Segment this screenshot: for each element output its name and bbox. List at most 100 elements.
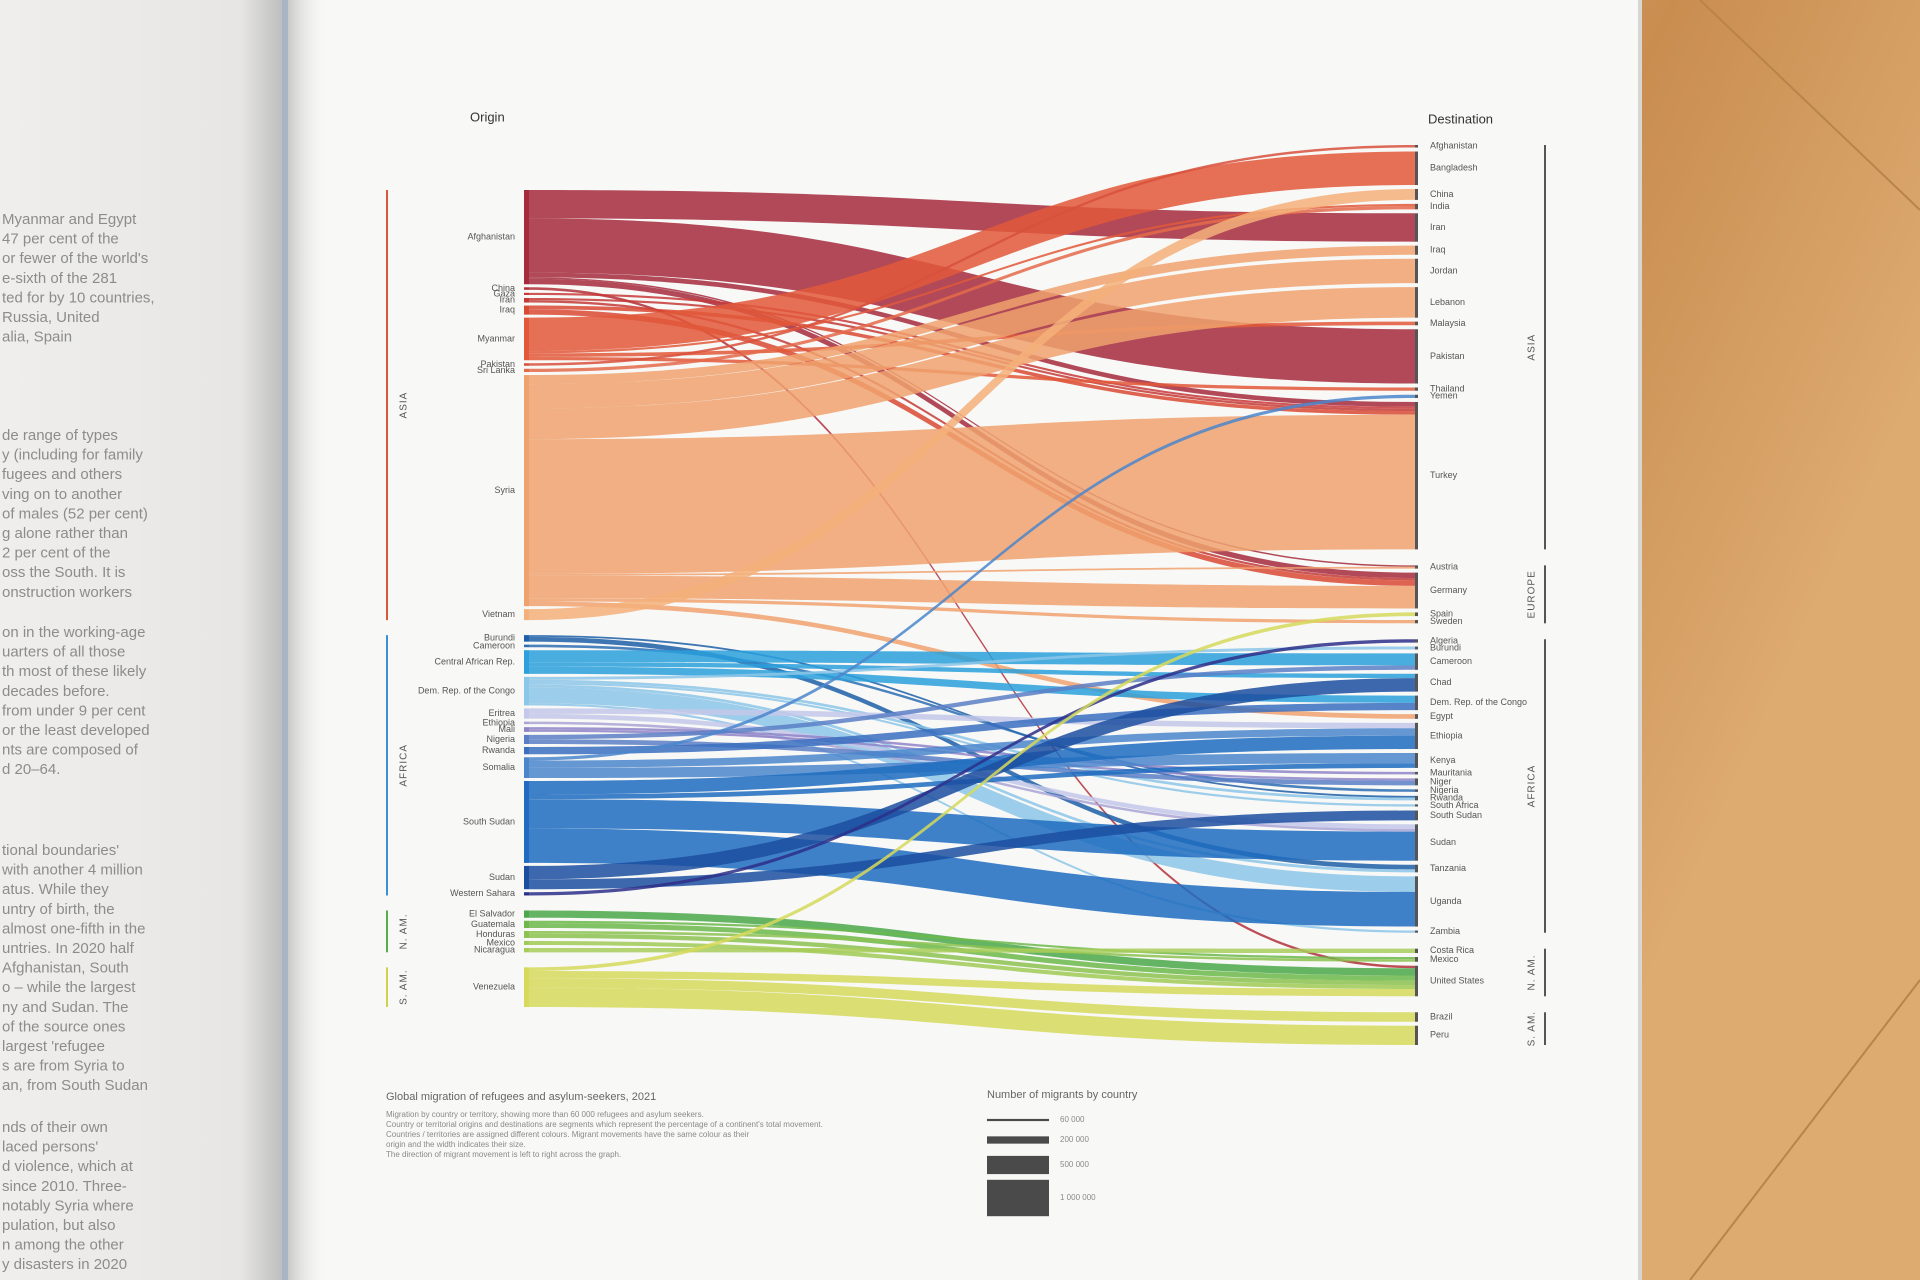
legend-bar — [987, 1155, 1049, 1175]
destination-node — [1415, 722, 1418, 750]
origin-node — [524, 635, 529, 642]
left-page-line: de range of types — [2, 427, 118, 444]
left-page-line: with another 4 million — [1, 862, 143, 879]
caption-note: The direction of migrant movement is lef… — [386, 1150, 621, 1159]
legend-label: 500 000 — [1060, 1160, 1089, 1169]
destination-node — [1415, 612, 1418, 617]
destination-node — [1415, 1025, 1418, 1045]
origin-node — [524, 317, 529, 361]
origin-label: Pakistan — [480, 359, 515, 369]
origin-label: Iran — [499, 295, 515, 305]
destination-label: Austria — [1430, 561, 1458, 571]
origin-label: Guatemala — [471, 919, 515, 929]
destination-node — [1415, 213, 1418, 242]
destination-label: Kenya — [1430, 755, 1456, 765]
flows — [529, 145, 1415, 1045]
destination-label: Sudan — [1430, 837, 1456, 847]
flow — [529, 636, 1415, 870]
left-page-line: of males (52 per cent) — [2, 505, 148, 522]
destination-node — [1415, 387, 1418, 391]
left-page-line: from under 9 per cent — [2, 702, 146, 719]
destination-label: Peru — [1430, 1030, 1449, 1040]
flow — [529, 646, 1415, 680]
flow — [529, 987, 1415, 1045]
left-page-line: Afghanistan, South — [2, 960, 129, 977]
left-page-line: notably Syria where — [2, 1197, 134, 1214]
destination-label: Niger — [1430, 776, 1452, 786]
flow — [529, 665, 1415, 740]
left-page-line: onstruction workers — [2, 584, 132, 601]
origin-node — [524, 940, 529, 945]
destination-label: South Sudan — [1430, 810, 1482, 820]
destination-node — [1415, 695, 1418, 711]
origin-label: Rwanda — [482, 745, 515, 755]
destination-node — [1415, 948, 1418, 954]
left-page-line: ving on to another — [2, 486, 122, 503]
left-page-line: 2 per cent of the — [2, 545, 110, 562]
origin-node — [524, 650, 529, 674]
destination-label: Rwanda — [1430, 792, 1463, 802]
flow — [529, 612, 1415, 971]
destination-node — [1415, 824, 1418, 861]
flow — [529, 920, 1415, 960]
wood-seam — [1699, 0, 1920, 211]
origin-label: Myanmar — [477, 333, 515, 343]
left-page-line: n among the other — [2, 1237, 124, 1254]
flow — [529, 947, 1415, 954]
destination-label: Algeria — [1430, 635, 1458, 645]
destination-node — [1415, 188, 1418, 200]
origin-heading: Origin — [470, 109, 505, 124]
destination-label: Ethiopia — [1430, 730, 1463, 740]
origin-node — [524, 931, 529, 938]
destination-node — [1415, 287, 1418, 318]
destination-label: Mexico — [1430, 954, 1459, 964]
destination-label: Malaysia — [1430, 318, 1466, 328]
destination-label: Chad — [1430, 677, 1452, 687]
origin-label: China — [491, 283, 515, 293]
destination-label: Nigeria — [1430, 785, 1459, 795]
destination-label: Costa Rica — [1430, 945, 1474, 955]
left-page-line: Myanmar and Egypt — [2, 211, 137, 228]
destination-label: Iran — [1430, 222, 1446, 232]
left-page-line: oss the South. It is — [2, 564, 125, 581]
region-label: S. AM. — [399, 969, 410, 1004]
flow — [529, 910, 1415, 976]
destination-node — [1415, 930, 1418, 933]
wood-seam — [1689, 979, 1920, 1280]
destination-node — [1415, 753, 1418, 768]
region-label: N. AM. — [399, 913, 410, 949]
destination-label: India — [1430, 201, 1450, 211]
flow — [529, 414, 1415, 574]
page-edge — [1638, 0, 1642, 1280]
flow — [529, 933, 1415, 986]
destination-node — [1415, 789, 1418, 792]
origin-label: South Sudan — [463, 816, 515, 826]
origin-node — [524, 609, 529, 621]
flow — [529, 575, 1415, 609]
left-page-line: y disasters in 2020 — [2, 1256, 127, 1273]
origin-label: Gaza — [493, 288, 515, 298]
left-page-line: fugees and others — [2, 466, 122, 483]
gutter-shadow — [288, 0, 328, 1280]
left-page-line: largest 'refugee — [2, 1038, 105, 1055]
caption-title: Global migration of refugees and asylum-… — [386, 1091, 656, 1103]
left-page-line: decades before. — [2, 683, 110, 700]
destination-node — [1415, 321, 1418, 326]
destination-node — [1415, 778, 1418, 786]
left-page-line: of the source ones — [2, 1018, 125, 1035]
destination-node — [1415, 965, 1418, 997]
flow — [529, 598, 1415, 624]
flow — [529, 203, 1415, 354]
origin-node — [524, 363, 529, 366]
destination-node — [1415, 401, 1418, 550]
flow — [529, 639, 1415, 896]
origin-node — [524, 910, 529, 918]
legend-title: Number of migrants by country — [987, 1089, 1138, 1101]
left-page-line: y (including for family — [2, 447, 143, 464]
destination-node — [1415, 810, 1418, 821]
origin-node — [524, 305, 529, 315]
flow — [529, 728, 1415, 768]
left-page-line: nts are composed of — [2, 742, 139, 759]
origin-node — [524, 644, 529, 648]
